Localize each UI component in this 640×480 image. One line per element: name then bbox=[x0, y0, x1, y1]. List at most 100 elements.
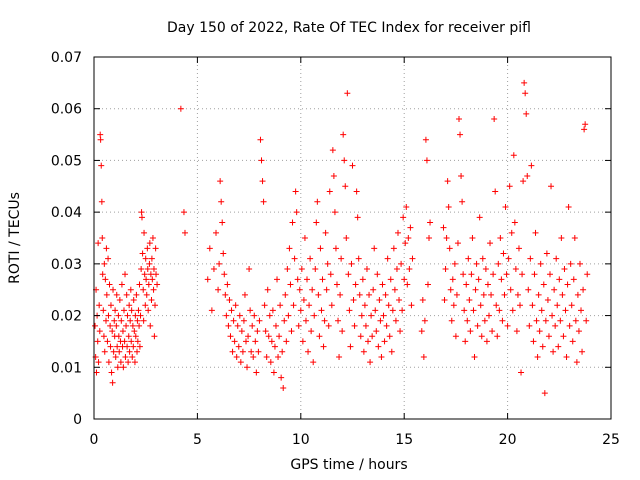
data-point bbox=[138, 266, 145, 273]
data-point bbox=[208, 307, 215, 314]
data-point bbox=[296, 286, 303, 293]
data-point bbox=[337, 291, 344, 298]
data-point bbox=[229, 348, 236, 355]
data-point bbox=[129, 353, 136, 360]
data-point bbox=[123, 322, 130, 329]
data-point bbox=[471, 353, 478, 360]
data-point bbox=[390, 245, 397, 252]
data-point bbox=[573, 359, 580, 366]
data-point bbox=[378, 353, 385, 360]
data-point bbox=[131, 359, 138, 366]
data-point bbox=[368, 312, 375, 319]
data-point bbox=[383, 322, 390, 329]
data-point bbox=[576, 260, 583, 267]
data-point bbox=[147, 322, 154, 329]
data-point bbox=[277, 302, 284, 309]
data-point bbox=[581, 126, 588, 133]
data-point bbox=[247, 307, 254, 314]
data-point bbox=[180, 209, 187, 216]
x-axis: 0 5 10 15 20 25 bbox=[90, 57, 620, 448]
data-point bbox=[358, 312, 365, 319]
data-point bbox=[283, 338, 290, 345]
data-point bbox=[98, 162, 105, 169]
chart-title: Day 150 of 2022, Rate Of TEC Index for r… bbox=[167, 20, 531, 36]
data-point bbox=[240, 317, 247, 324]
data-point bbox=[480, 291, 487, 298]
data-point bbox=[139, 250, 146, 257]
data-point bbox=[353, 188, 360, 195]
data-point bbox=[372, 307, 379, 314]
data-point bbox=[308, 328, 315, 335]
data-point bbox=[572, 317, 579, 324]
data-point bbox=[146, 240, 153, 247]
data-point bbox=[407, 224, 414, 231]
data-point bbox=[228, 307, 235, 314]
data-point bbox=[269, 307, 276, 314]
data-point bbox=[127, 317, 134, 324]
data-point bbox=[151, 333, 158, 340]
data-point bbox=[402, 240, 409, 247]
data-point bbox=[137, 312, 144, 319]
data-point bbox=[319, 276, 326, 283]
data-point bbox=[148, 297, 155, 304]
data-point bbox=[142, 255, 149, 262]
data-point bbox=[249, 322, 256, 329]
data-point bbox=[102, 317, 109, 324]
data-point bbox=[110, 348, 117, 355]
data-point bbox=[409, 255, 416, 262]
data-point bbox=[114, 364, 121, 371]
data-point bbox=[349, 162, 356, 169]
data-point bbox=[105, 312, 112, 319]
data-point bbox=[295, 322, 302, 329]
data-point bbox=[514, 291, 521, 298]
data-point bbox=[560, 333, 567, 340]
data-point bbox=[245, 333, 252, 340]
data-point bbox=[341, 157, 348, 164]
data-point bbox=[293, 209, 300, 216]
data-point bbox=[306, 302, 313, 309]
data-point bbox=[526, 322, 533, 329]
data-point bbox=[234, 322, 241, 329]
data-point bbox=[142, 302, 149, 309]
data-point bbox=[505, 255, 512, 262]
data-point bbox=[470, 307, 477, 314]
data-point bbox=[543, 250, 550, 257]
data-point bbox=[124, 343, 131, 350]
data-point bbox=[329, 147, 336, 154]
data-point bbox=[403, 203, 410, 210]
data-point bbox=[114, 343, 121, 350]
data-point bbox=[282, 291, 289, 298]
data-point bbox=[447, 286, 454, 293]
data-point bbox=[118, 317, 125, 324]
data-point bbox=[442, 266, 449, 273]
data-point bbox=[140, 286, 147, 293]
x-tick-label: 20 bbox=[499, 432, 517, 448]
x-tick-label: 10 bbox=[292, 432, 310, 448]
data-point bbox=[177, 105, 184, 112]
data-point bbox=[232, 302, 239, 309]
data-point bbox=[272, 322, 279, 329]
data-point bbox=[570, 276, 577, 283]
data-point bbox=[125, 333, 132, 340]
data-point bbox=[276, 333, 283, 340]
data-point bbox=[454, 240, 461, 247]
data-point bbox=[456, 116, 463, 123]
data-point bbox=[541, 390, 548, 397]
y-tick-label: 0.06 bbox=[51, 102, 82, 118]
data-point bbox=[360, 348, 367, 355]
data-point bbox=[427, 219, 434, 226]
data-point bbox=[555, 343, 562, 350]
data-point bbox=[253, 369, 260, 376]
data-point bbox=[144, 266, 151, 273]
data-point bbox=[107, 322, 114, 329]
data-point bbox=[571, 235, 578, 241]
data-point bbox=[518, 369, 525, 376]
data-point bbox=[104, 338, 111, 345]
data-point bbox=[448, 317, 455, 324]
data-point bbox=[316, 333, 323, 340]
data-point bbox=[421, 317, 428, 324]
data-point bbox=[469, 235, 476, 241]
data-point bbox=[326, 188, 333, 195]
data-point bbox=[105, 359, 112, 366]
data-point bbox=[506, 183, 513, 190]
